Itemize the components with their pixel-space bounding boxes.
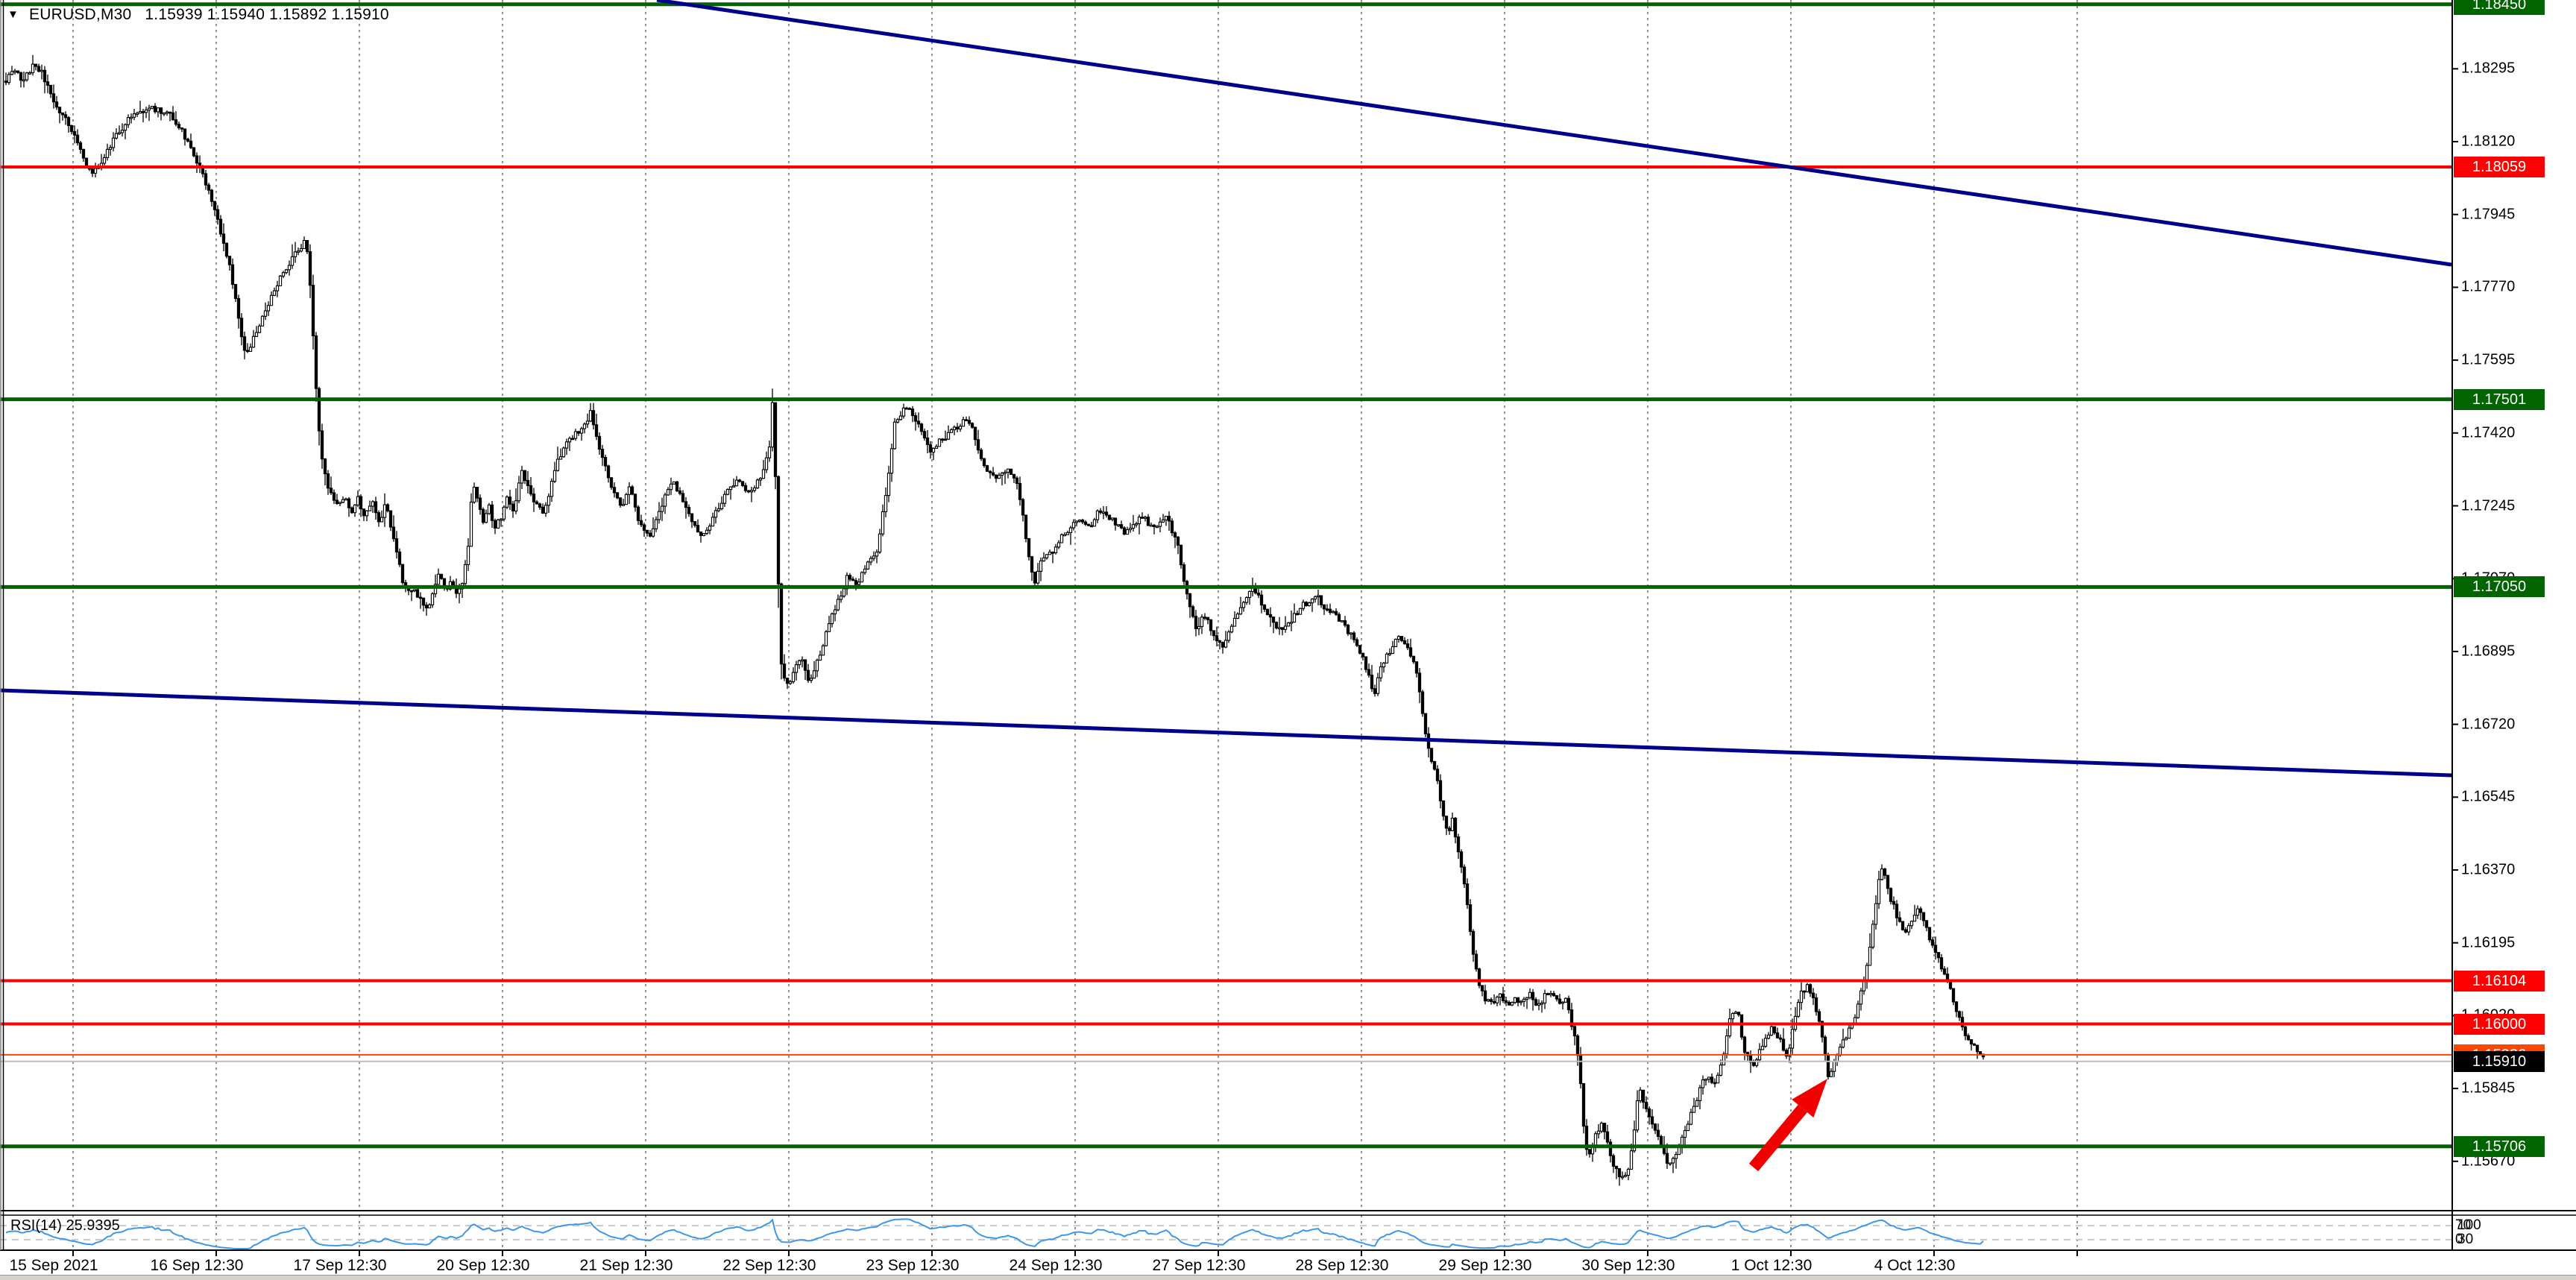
price-tick-label: 1.16545 — [2461, 788, 2516, 805]
time-tick-label: 28 Sep 12:30 — [1295, 1257, 1389, 1274]
time-tick-label: 16 Sep 12:30 — [150, 1257, 244, 1274]
window-bottom-strip — [0, 1275, 2576, 1280]
rsi-indicator-label: RSI(14) 25.9395 — [10, 1217, 120, 1234]
price-tick-label: 1.15845 — [2461, 1079, 2516, 1097]
price-level-label: 1.15706 — [2454, 1135, 2545, 1157]
buy-signal-arrow[interactable] — [1748, 1079, 1827, 1172]
rsi-panel — [0, 1218, 2451, 1249]
chart-title: ▼ EURUSD,M30 1.15939 1.15940 1.15892 1.159… — [7, 6, 389, 24]
symbol-dropdown-marker-icon[interactable]: ▼ — [7, 8, 19, 21]
price-level-label: 1.15910 — [2454, 1050, 2545, 1072]
rsi-scale-label: 70 — [2455, 1217, 2472, 1234]
rsi-scale-label: 30 — [2457, 1231, 2474, 1247]
time-tick-label: 4 Oct 12:30 — [1874, 1257, 1956, 1274]
descending-trendline[interactable] — [0, 688, 2452, 778]
ohlc-quote-label: 1.15939 1.15940 1.15892 1.15910 — [145, 6, 389, 23]
rsi-line — [5, 1218, 1984, 1249]
time-tick-label: 29 Sep 12:30 — [1438, 1257, 1532, 1274]
price-level-label: 1.16104 — [2454, 970, 2545, 991]
price-tick-label: 1.18120 — [2461, 133, 2516, 150]
rsi-scale-label: 100 — [2457, 1217, 2481, 1234]
symbol-period-label: EURUSD,M30 — [29, 6, 132, 23]
time-tick-label: 21 Sep 12:30 — [579, 1257, 673, 1274]
price-level-label: 1.16000 — [2454, 1013, 2545, 1035]
price-level-label: 1.17501 — [2454, 388, 2545, 410]
price-level-label: 1.18059 — [2454, 157, 2545, 178]
price-tick-label: 1.16895 — [2461, 643, 2516, 660]
price-level-label: 1.17050 — [2454, 576, 2545, 598]
price-tick-label: 1.17770 — [2461, 278, 2516, 295]
price-tick-label: 1.15670 — [2461, 1153, 2516, 1170]
price-tick-label: 1.17945 — [2461, 206, 2516, 223]
time-tick-label: 15 Sep 2021 — [9, 1257, 98, 1274]
time-tick-label: 30 Sep 12:30 — [1581, 1257, 1675, 1274]
grid-lines — [72, 0, 2078, 1250]
price-tick-label: 1.16720 — [2461, 716, 2516, 733]
descending-trendline[interactable] — [656, 0, 2452, 267]
rsi-scale-label: 0 — [2455, 1231, 2463, 1247]
time-tick-label: 22 Sep 12:30 — [722, 1257, 816, 1274]
horizontal-level-lines[interactable] — [0, 2, 2451, 1149]
time-tick-label: 1 Oct 12:30 — [1731, 1257, 1813, 1274]
price-tick-label: 1.17595 — [2461, 351, 2516, 368]
price-level-label: 1.18450 — [2454, 0, 2545, 15]
time-tick-label: 17 Sep 12:30 — [293, 1257, 387, 1274]
time-tick-label: 27 Sep 12:30 — [1152, 1257, 1246, 1274]
candlesticks — [4, 54, 1985, 1186]
time-tick-label: 24 Sep 12:30 — [1009, 1257, 1103, 1274]
price-tick-label: 1.18295 — [2461, 60, 2516, 77]
price-tick-label: 1.16370 — [2461, 861, 2516, 878]
time-tick-label: 20 Sep 12:30 — [436, 1257, 530, 1274]
trendlines[interactable] — [0, 0, 2452, 778]
price-tick-label: 1.17420 — [2461, 424, 2516, 441]
price-tick-label: 1.17245 — [2461, 497, 2516, 514]
price-tick-label: 1.16195 — [2461, 934, 2516, 951]
time-tick-label: 23 Sep 12:30 — [866, 1257, 960, 1274]
